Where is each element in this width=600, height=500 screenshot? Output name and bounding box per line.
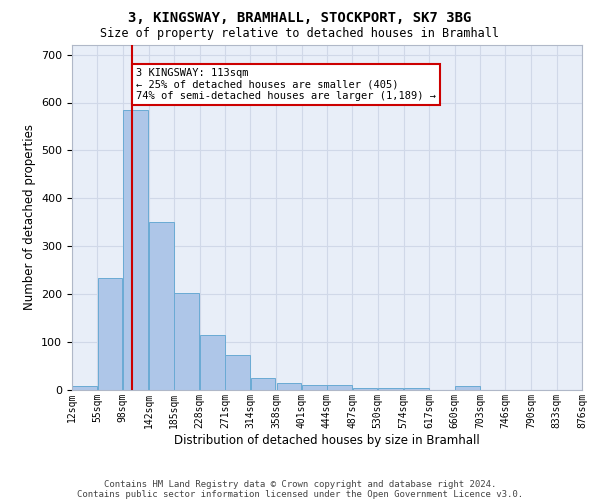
Text: Size of property relative to detached houses in Bramhall: Size of property relative to detached ho… — [101, 28, 499, 40]
Bar — [455, 386, 479, 390]
X-axis label: Distribution of detached houses by size in Bramhall: Distribution of detached houses by size … — [174, 434, 480, 446]
Bar — [378, 388, 403, 390]
Text: Contains HM Land Registry data © Crown copyright and database right 2024.: Contains HM Land Registry data © Crown c… — [104, 480, 496, 489]
Bar — [149, 222, 174, 390]
Bar — [353, 388, 377, 390]
Bar — [200, 335, 224, 390]
Bar — [277, 383, 301, 390]
Text: 3 KINGSWAY: 113sqm
← 25% of detached houses are smaller (405)
74% of semi-detach: 3 KINGSWAY: 113sqm ← 25% of detached hou… — [136, 68, 436, 101]
Bar — [72, 386, 97, 390]
Bar — [123, 110, 148, 390]
Bar — [251, 378, 275, 390]
Bar — [225, 355, 250, 390]
Bar — [302, 385, 327, 390]
Bar — [175, 292, 199, 390]
Bar — [404, 388, 429, 390]
Bar — [98, 278, 122, 390]
Bar — [327, 385, 352, 390]
Text: Contains public sector information licensed under the Open Government Licence v3: Contains public sector information licen… — [77, 490, 523, 499]
Text: 3, KINGSWAY, BRAMHALL, STOCKPORT, SK7 3BG: 3, KINGSWAY, BRAMHALL, STOCKPORT, SK7 3B… — [128, 11, 472, 25]
Y-axis label: Number of detached properties: Number of detached properties — [23, 124, 35, 310]
